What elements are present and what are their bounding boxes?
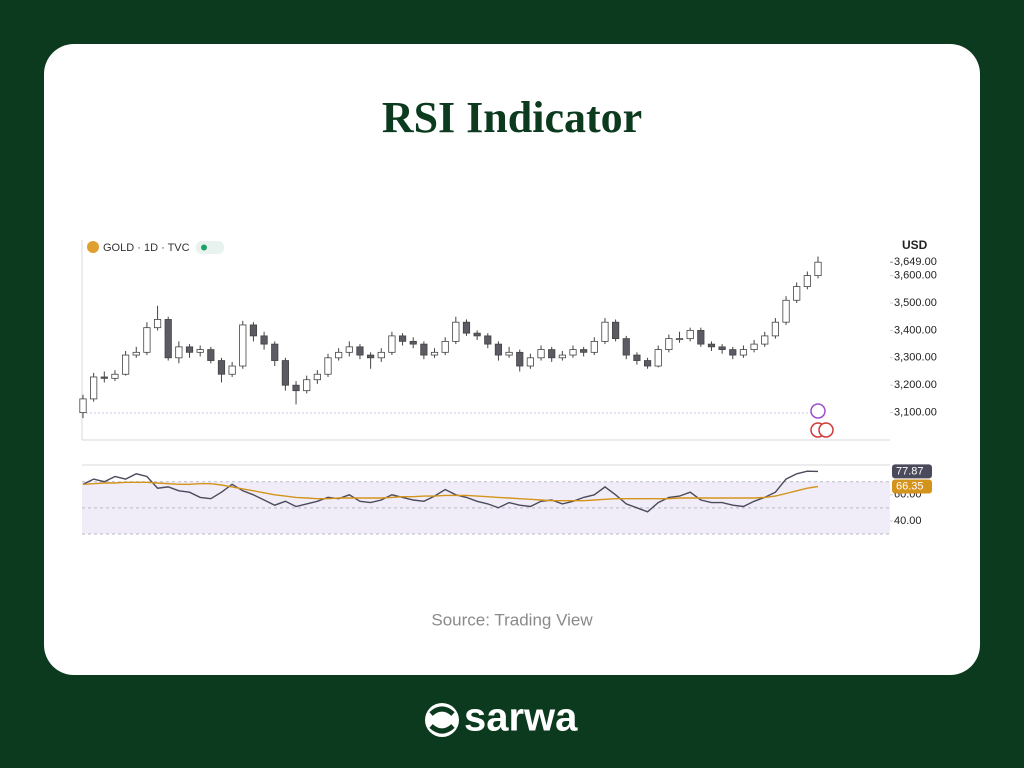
- value-tag-label: 66.35: [896, 480, 924, 492]
- candle-body: [79, 398, 87, 414]
- candle-body: [281, 360, 289, 386]
- candle-body: [153, 319, 162, 329]
- candle-body: [196, 349, 204, 353]
- candle-body: [729, 349, 737, 356]
- candle-body: [292, 384, 300, 392]
- rsi-line: [82, 470, 819, 513]
- candle-body: [675, 338, 684, 341]
- candle-body: [633, 354, 641, 361]
- candle-body: [260, 335, 268, 345]
- candle-body: [345, 346, 353, 353]
- candle-body: [249, 324, 258, 337]
- candle-body: [430, 351, 439, 356]
- candle-body: [771, 321, 779, 337]
- logo-mark: [429, 706, 455, 734]
- candle-body: [462, 321, 471, 334]
- candle-body: [569, 349, 577, 356]
- candle-body: [612, 321, 620, 340]
- candle-body: [388, 335, 396, 353]
- source: Source: Trading View: [431, 610, 593, 629]
- brand-name: sarwa: [464, 696, 578, 740]
- status-dot: [201, 244, 207, 251]
- legend: GOLD · 1D · TVC: [103, 242, 190, 254]
- value-tag: [892, 464, 932, 479]
- candle-body: [643, 360, 652, 367]
- candle-body: [686, 330, 694, 340]
- candle-body: [654, 349, 662, 367]
- candle-body: [420, 343, 428, 356]
- candle-body: [739, 349, 748, 356]
- event-icon: [810, 403, 826, 419]
- candle-body: [537, 349, 545, 359]
- candle-body: [100, 376, 108, 379]
- legend-icon: [87, 241, 99, 253]
- candle-body: [377, 351, 385, 359]
- candle-body: [622, 338, 630, 356]
- candle-body: [143, 327, 151, 353]
- brand-logo: sarwa: [425, 696, 578, 740]
- status-pill: [196, 241, 224, 254]
- candle-body: [239, 324, 247, 367]
- candle-body: [697, 330, 705, 345]
- candle-body: [526, 357, 534, 367]
- candle-body: [367, 354, 375, 359]
- event-icon: [818, 422, 834, 438]
- candle-body: [185, 346, 194, 353]
- candle-body: [803, 275, 811, 287]
- last-price-label: 3,649.00: [894, 256, 937, 268]
- candle-body: [473, 332, 481, 337]
- axis-unit: USD: [902, 238, 928, 252]
- y-tick-label: 3,500.00: [894, 297, 937, 309]
- candle-body: [441, 340, 449, 353]
- candle-body: [111, 373, 119, 379]
- candle-body: [548, 349, 556, 359]
- rsi-line: [82, 481, 819, 502]
- candle-body: [814, 261, 822, 277]
- candle-body: [707, 343, 716, 348]
- candle-body: [335, 351, 343, 359]
- title: RSI Indicator: [382, 93, 642, 142]
- candle-body: [303, 379, 311, 392]
- candle-body: [750, 343, 758, 350]
- candle-body: [164, 319, 172, 359]
- candle-body: [324, 357, 332, 375]
- candle-body: [761, 335, 769, 345]
- candle-body: [494, 343, 503, 356]
- y-tick-label: 3,300.00: [894, 352, 937, 364]
- candle-body: [228, 365, 236, 375]
- candle-body: [590, 340, 598, 353]
- candle-body: [217, 360, 226, 375]
- candle-body: [398, 335, 407, 342]
- value-tag-label: 77.87: [896, 465, 924, 477]
- candle-body: [580, 349, 588, 353]
- candle-body: [122, 354, 130, 375]
- candle-body: [452, 321, 460, 342]
- value-tag: [892, 479, 932, 494]
- y-tick-label: 3,200.00: [894, 379, 937, 391]
- candle-body: [558, 354, 566, 359]
- y-tick-label: 40.00: [894, 515, 922, 527]
- candle-body: [90, 376, 98, 400]
- candle-body: [484, 335, 492, 345]
- candle-body: [665, 338, 673, 350]
- y-tick-label: 3,400.00: [894, 324, 937, 336]
- candle-body: [782, 299, 790, 323]
- candle-body: [516, 351, 524, 367]
- y-tick-label: 3,100.00: [894, 407, 937, 419]
- candle-body: [207, 349, 215, 361]
- candle-body: [356, 346, 364, 356]
- candle-body: [313, 373, 321, 381]
- candle-body: [132, 351, 140, 356]
- candle-body: [793, 286, 801, 301]
- candle-body: [601, 321, 609, 342]
- candle-body: [271, 343, 279, 361]
- y-tick-label: 3,600.00: [894, 270, 937, 282]
- candle-body: [505, 351, 513, 356]
- candle-body: [175, 346, 183, 359]
- candle-body: [718, 346, 726, 350]
- candle-body: [409, 340, 417, 345]
